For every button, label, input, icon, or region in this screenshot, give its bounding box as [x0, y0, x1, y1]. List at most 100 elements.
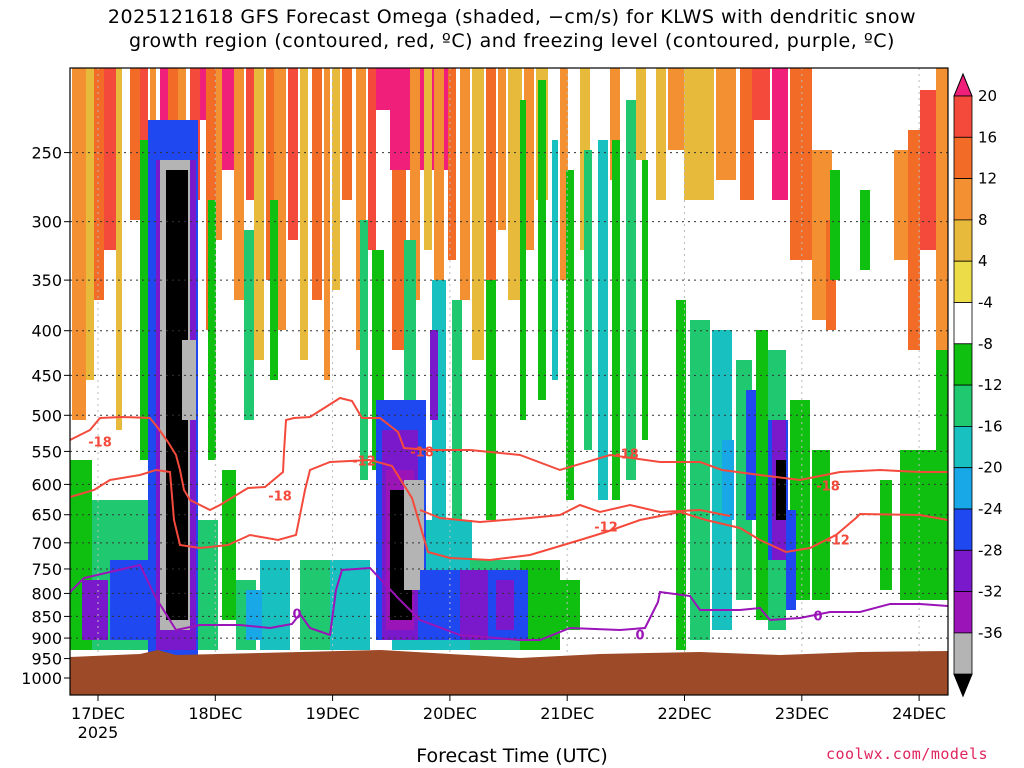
colorbar-swatch: [953, 219, 973, 262]
omega-ascent-band: [222, 68, 234, 170]
colorbar-bottom-arrow: [953, 673, 973, 698]
colorbar-label: -16: [978, 417, 1003, 435]
colorbar-swatch: [953, 178, 973, 221]
omega-descent-band: [584, 150, 592, 450]
colorbar-swatch: [953, 95, 973, 138]
x-tick-label: 18DEC: [188, 704, 242, 723]
contour-label-minus18: -18: [268, 490, 292, 505]
omega-ascent-band: [684, 68, 714, 200]
omega-ascent-band: [300, 68, 308, 360]
omega-descent-band: [626, 100, 636, 480]
omega-descent-core: [82, 580, 108, 640]
omega-descent-core: [496, 580, 514, 630]
omega-descent-core: [460, 570, 490, 640]
omega-descent-core: [166, 170, 188, 620]
y-tick-label: 550: [31, 442, 62, 461]
colorbar-swatch: [953, 384, 973, 427]
omega-ascent-band: [410, 68, 420, 300]
contour-label-minus18: -18: [88, 436, 112, 451]
omega-ascent-band: [234, 68, 244, 300]
omega-ascent-band: [254, 68, 264, 360]
x-tick-label: 23DEC: [775, 704, 829, 723]
omega-ascent-band: [86, 68, 94, 380]
contour-label-zero: 0: [292, 608, 301, 623]
y-tick-label: 500: [31, 406, 62, 425]
contour-label-minus12: -12: [826, 534, 850, 549]
omega-descent-band: [552, 140, 558, 380]
omega-ascent-band: [460, 68, 470, 300]
omega-descent-band: [244, 230, 254, 420]
omega-descent-band: [642, 160, 648, 440]
omega-descent-band: [830, 170, 840, 280]
omega-ascent-band: [104, 68, 116, 250]
y-tick-label: 850: [31, 607, 62, 626]
omega-descent-band: [880, 480, 892, 590]
omega-ascent-band: [472, 68, 484, 360]
omega-ascent-band: [790, 68, 812, 260]
x-tick-label: 17DEC: [71, 704, 125, 723]
omega-ascent-band: [524, 68, 534, 250]
omega-ascent-band: [772, 68, 788, 200]
omega-descent-band: [900, 450, 940, 600]
omega-ascent-band: [936, 68, 948, 420]
y-tick-label: 750: [31, 560, 62, 579]
contour-label-minus18: -18: [410, 446, 434, 461]
omega-descent-band: [198, 520, 218, 650]
omega-ascent-band: [894, 150, 908, 260]
colorbar-swatch: [953, 425, 973, 469]
contour-label-minus12: -12: [352, 455, 376, 470]
colorbar-label: -32: [978, 583, 1003, 601]
x-tick-label: 22DEC: [658, 704, 712, 723]
colorbar-label: -20: [978, 459, 1003, 477]
omega-ascent-band: [424, 68, 432, 250]
x-tick-label: 20DEC: [423, 704, 477, 723]
omega-descent-band: [936, 350, 948, 600]
omega-ascent-band: [376, 68, 390, 110]
omega-ascent-band: [312, 68, 322, 300]
y-tick-label: 250: [31, 144, 62, 163]
omega-descent-core: [746, 390, 756, 520]
omega-descent-core: [246, 590, 262, 640]
terrain-surface: [70, 650, 948, 695]
omega-descent-band: [208, 200, 216, 460]
omega-ascent-band: [216, 68, 222, 240]
omega-descent-band: [560, 580, 580, 630]
colorbar: 20 16 12 8 4 -4 -8 -12 -16 -20 -24 -28 -32 -36: [953, 72, 1003, 698]
omega-ascent-band: [356, 68, 366, 350]
contour-label-minus18: -18: [816, 480, 840, 495]
omega-ascent-band: [498, 68, 506, 230]
omega-ascent-band: [94, 68, 104, 300]
omega-ascent-band: [486, 68, 496, 300]
colorbar-label: 16: [978, 128, 997, 146]
colorbar-swatch: [953, 260, 973, 303]
y-tick-label: 300: [31, 213, 62, 232]
omega-ascent-band: [920, 90, 936, 250]
credit-text: coolwx.com/models: [826, 745, 989, 763]
omega-descent-band: [612, 140, 620, 500]
omega-descent-core: [404, 480, 424, 590]
contour-label-minus12: -12: [594, 521, 618, 536]
x-tick-label: 21DEC: [540, 704, 594, 723]
plot-frame: [69, 67, 949, 696]
temperature-contours: -18 -18 -18 -18 -18 -12 -12 -12 0 0 0: [70, 396, 948, 644]
omega-descent-band: [360, 220, 368, 480]
omega-descent-core: [182, 340, 196, 420]
omega-ascent-band: [508, 68, 522, 300]
omega-descent-band: [452, 300, 462, 520]
colorbar-swatch: [953, 549, 973, 592]
colorbar-label: -28: [978, 541, 1003, 559]
x-axis-label: Forecast Time (UTC): [416, 745, 608, 767]
omega-ascent-band: [434, 68, 444, 330]
omega-descent-band: [486, 280, 496, 520]
omega-shading: [70, 68, 948, 660]
omega-descent-band: [566, 170, 574, 500]
omega-descent-band: [300, 560, 330, 650]
x-tick-label: 19DEC: [306, 704, 360, 723]
y-tick-label: 950: [31, 650, 62, 669]
omega-ascent-band: [740, 68, 754, 200]
y-tick-label: 450: [31, 366, 62, 385]
omega-ascent-band: [560, 68, 568, 280]
terrain-below-ground: [70, 650, 948, 695]
contour-label-zero: 0: [813, 610, 822, 625]
omega-descent-band: [860, 190, 870, 270]
